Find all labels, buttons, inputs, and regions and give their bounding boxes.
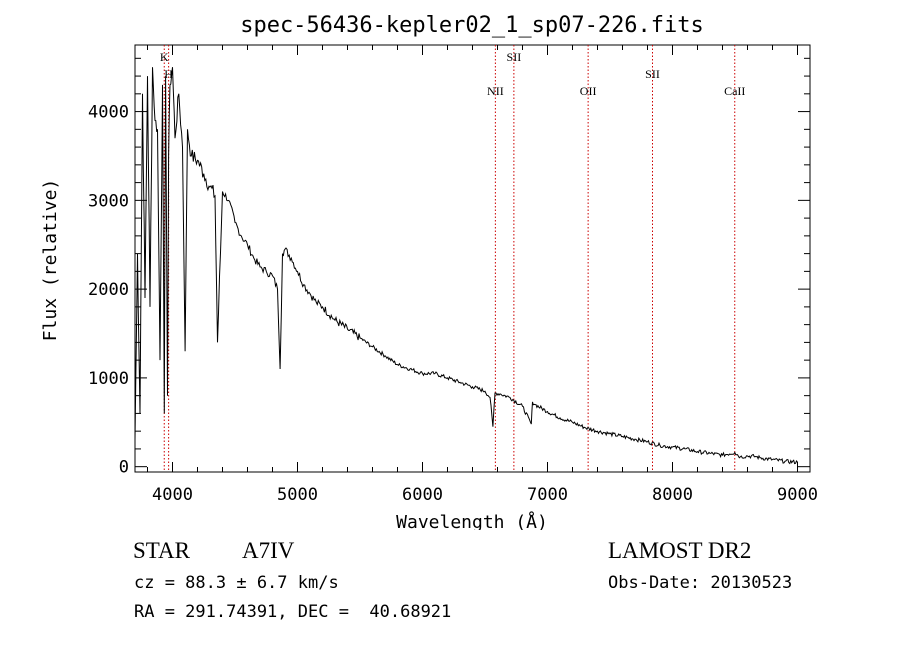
emission-line-markers: KH NII SII OII SII CaII <box>160 45 745 472</box>
plot-frame <box>134 44 811 473</box>
redshift-cz: cz = 88.3 ± 6.7 km/s <box>134 573 339 593</box>
axis-ticks: 4000 5000 6000 7000 8000 9000 0 1000 2000 3000 400… <box>88 45 818 505</box>
line-marker-label: SII <box>507 50 522 64</box>
y-axis-label: Flux (relative) <box>40 179 61 342</box>
line-marker-label: H <box>164 67 173 81</box>
x-tick-label: 6000 <box>402 485 443 505</box>
coordinates: RA = 291.74391, DEC = 40.68921 <box>134 602 452 622</box>
object-class: STAR <box>133 538 190 563</box>
x-axis-label: Wavelength (Å) <box>396 511 548 530</box>
line-marker-label: CaII <box>724 84 745 98</box>
y-tick-label: 4000 <box>88 103 129 123</box>
y-tick-label: 1000 <box>88 369 129 389</box>
y-tick-label: 3000 <box>88 191 129 211</box>
spectrum-chart: spec-56436-kepler02_1_sp07-226.fits KH NI… <box>40 13 818 530</box>
line-marker-label: SII <box>645 67 660 81</box>
spectral-subclass: A7IV <box>242 538 295 563</box>
observation-date: Obs-Date: 20130523 <box>608 573 793 593</box>
line-marker-label: NII <box>487 84 504 98</box>
x-tick-label: 7000 <box>527 485 568 505</box>
y-tick-label: 0 <box>119 458 129 478</box>
plot-area <box>134 67 798 465</box>
x-tick-label: 4000 <box>152 485 193 505</box>
y-tick-label: 2000 <box>88 280 129 300</box>
line-marker-label: OII <box>580 84 597 98</box>
line-marker-label: K <box>160 50 169 64</box>
spectrum-line <box>134 67 798 465</box>
x-tick-label: 9000 <box>777 485 818 505</box>
chart-title: spec-56436-kepler02_1_sp07-226.fits <box>240 13 704 38</box>
x-tick-label: 5000 <box>277 485 318 505</box>
survey-name: LAMOST DR2 <box>608 538 752 563</box>
x-tick-label: 8000 <box>652 485 693 505</box>
